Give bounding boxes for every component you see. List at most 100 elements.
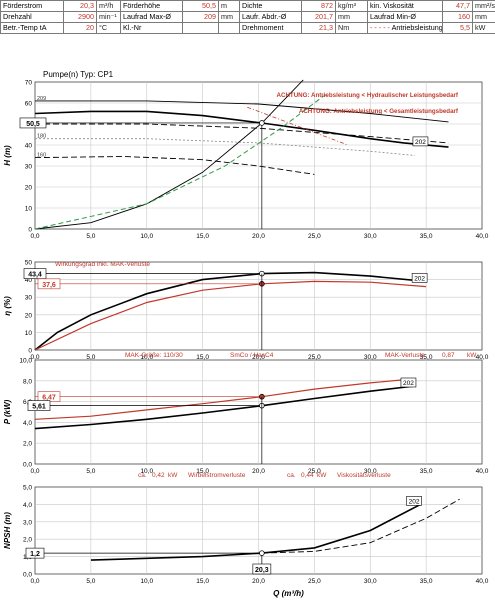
x-tick-label: 25,0 xyxy=(308,233,321,240)
series-190-line xyxy=(35,123,449,144)
header-value: 21,3 xyxy=(301,22,336,34)
header-label: Betr.-Temp tA xyxy=(0,22,64,34)
x-tick-label: 20,0 xyxy=(252,354,265,361)
power-bottom-note: 0,42 xyxy=(152,472,165,479)
y-tick-label: 30 xyxy=(25,295,33,302)
y-tick-label: 40 xyxy=(25,143,33,150)
y-tick-label: 50 xyxy=(25,260,33,267)
warning-text: ACHTUNG: Antriebsleistung < Gesamtleistu… xyxy=(299,108,459,115)
y-axis-label: P (kW) xyxy=(3,399,12,424)
curve-label: 202 xyxy=(414,275,425,282)
spec-header-table: Förderstrom 20,3 m³/h Förderhöhe 50,5 m Dichte… xyxy=(0,0,495,34)
x-tick-label: 10,0 xyxy=(140,468,153,475)
x-tick-label: 30,0 xyxy=(364,233,377,240)
header-unit: mm xyxy=(335,11,368,23)
y-tick-label: 0,0 xyxy=(23,572,32,579)
y-tick-label: 5,0 xyxy=(23,485,32,492)
x-tick-label: 25,0 xyxy=(308,354,321,361)
x-tick-label: 20,0 xyxy=(252,468,265,475)
x-tick-label: 40,0 xyxy=(476,468,489,475)
power-note-unit: kW xyxy=(467,352,477,359)
x-tick-label: 40,0 xyxy=(476,354,489,361)
series-limit-line xyxy=(34,94,326,230)
header-unit xyxy=(218,22,240,34)
marker-point xyxy=(259,550,265,556)
header-value: 160 xyxy=(442,11,473,23)
marker-box xyxy=(23,268,47,279)
y-axis-label: H (m) xyxy=(3,145,12,166)
header-label: Dichte xyxy=(239,0,302,12)
curve-label: 180 xyxy=(37,134,46,140)
y-axis-label: η (%) xyxy=(3,296,12,316)
x-tick-label: 5,0 xyxy=(86,578,95,585)
y-tick-label: 10 xyxy=(25,330,33,337)
header-value: 201,7 xyxy=(301,11,336,23)
header-label: Drehmoment xyxy=(239,22,302,34)
header-value: 5,5 xyxy=(442,22,473,34)
header-unit: m³/h xyxy=(96,0,121,12)
marker-label: 43,4 xyxy=(28,272,42,279)
header-unit: °C xyxy=(96,22,121,34)
y-tick-label: 2,0 xyxy=(23,537,32,544)
x-tick-label: 30,0 xyxy=(364,354,377,361)
x-tick-label: 35,0 xyxy=(420,354,433,361)
power-note: SmCo / HasC4 xyxy=(230,352,274,359)
header-label: kin. Viskosität xyxy=(367,0,443,12)
y-tick-label: 4,0 xyxy=(23,420,32,427)
curve-label: 209 xyxy=(37,96,46,102)
x-tick-label: 0,0 xyxy=(30,233,39,240)
operating-point-box xyxy=(19,117,47,129)
y-tick-label: 60 xyxy=(25,101,33,108)
series-202-dash-line xyxy=(261,498,460,554)
x-tick-label: 5,0 xyxy=(86,468,95,475)
power-bottom-note: Wirbelstromverluste xyxy=(188,472,246,479)
x-tick-label: 25,0 xyxy=(308,578,321,585)
curve-label-box xyxy=(400,377,417,388)
marker-box xyxy=(25,547,45,559)
x-tick-label: 30,0 xyxy=(364,578,377,585)
header-value: 50,5 xyxy=(182,0,219,12)
x-tick-label: 30,0 xyxy=(364,468,377,475)
y-tick-label: 0,0 xyxy=(23,462,32,469)
header-value: 20 xyxy=(63,22,97,34)
x-tick-label: 35,0 xyxy=(420,468,433,475)
x-tick-label: 10,0 xyxy=(140,578,153,585)
header-unit: mm²/s xyxy=(472,0,495,12)
header-unit: mm xyxy=(218,11,240,23)
series-mak-line xyxy=(34,378,415,420)
marker-label: 1,2 xyxy=(30,551,40,558)
header-label: Förderhöhe xyxy=(120,0,183,12)
header-unit: m xyxy=(218,0,240,12)
x-tick-label: 15,0 xyxy=(196,468,209,475)
legend-dashdot: - - - - - xyxy=(370,23,392,33)
y-axis-label: NPSH (m) xyxy=(3,512,12,549)
x-tick-label: 25,0 xyxy=(308,468,321,475)
curve-label-box xyxy=(406,496,422,506)
header-label: Förderstrom xyxy=(0,0,64,12)
y-tick-label: 20 xyxy=(25,312,33,319)
x-tick-label: 5,0 xyxy=(86,354,95,361)
marker-label: 37,6 xyxy=(42,282,56,289)
curve-label: 202 xyxy=(415,139,426,146)
x-tick-label: 0,0 xyxy=(30,578,39,585)
header-value: 2900 xyxy=(63,11,97,23)
y-tick-label: 2,0 xyxy=(23,441,32,448)
power-bottom-note: 0,44 xyxy=(301,472,314,479)
header-label: Laufrad Min-Ø xyxy=(367,11,443,23)
series-mak-line xyxy=(34,280,427,351)
header-unit: min⁻¹ xyxy=(96,11,121,23)
x-tick-label: 10,0 xyxy=(140,233,153,240)
x-tick-label: 35,0 xyxy=(420,578,433,585)
curve-label: 160 xyxy=(37,153,46,159)
header-unit: Nm xyxy=(335,22,368,34)
header-label: Laufr. Abdr.-Ø xyxy=(239,11,302,23)
y-tick-label: 0 xyxy=(28,227,32,234)
power-bottom-note: kW xyxy=(317,472,327,479)
power-bottom-note: ca. xyxy=(287,472,296,479)
x-tick-label: 15,0 xyxy=(196,578,209,585)
y-tick-label: 4,0 xyxy=(23,502,32,509)
y-tick-label: 10 xyxy=(25,206,33,213)
x-tick-label: 40,0 xyxy=(476,578,489,585)
series-202-line xyxy=(90,503,421,561)
y-tick-label: 3,0 xyxy=(23,519,32,526)
